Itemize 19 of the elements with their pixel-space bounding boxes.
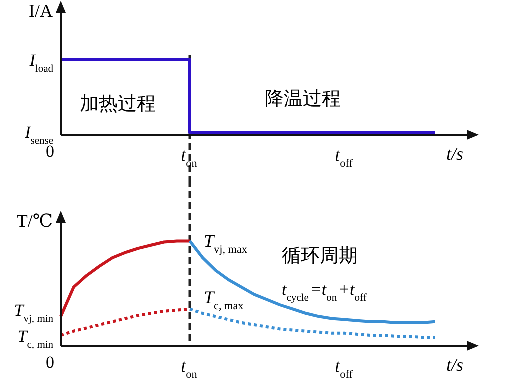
x-tick-label: t$_{off}$ [335, 145, 354, 170]
y-axis-title: I/A [29, 1, 53, 21]
x-tick-label: t$_{on}$ [181, 356, 198, 381]
annotation: T$_{vj, max}$ [204, 231, 248, 256]
x-axis-title: t/s [446, 355, 464, 375]
x-tick-label: t$_{on}$ [181, 145, 198, 170]
text: T$_{vj, min}$ [14, 301, 54, 324]
annotation: 加热过程 [80, 93, 156, 115]
x-tick-label: t$_{off}$ [335, 356, 354, 381]
text: I$_{load}$ [28, 51, 54, 74]
annotation: 循环周期 [282, 245, 358, 267]
y-axis-title: T/℃ [16, 211, 53, 231]
annotation: t$_{cycle}$=t$_{on}$+t$_{off}$ [282, 280, 368, 304]
text: I$_{sense}$ [24, 123, 54, 146]
annotation: 降温过程 [265, 88, 341, 110]
text: 0 [46, 353, 54, 372]
annotation: T$_{c, max}$ [204, 287, 244, 312]
text: T$_{c, min}$ [18, 327, 54, 350]
x-axis-title: t/s [446, 144, 464, 164]
